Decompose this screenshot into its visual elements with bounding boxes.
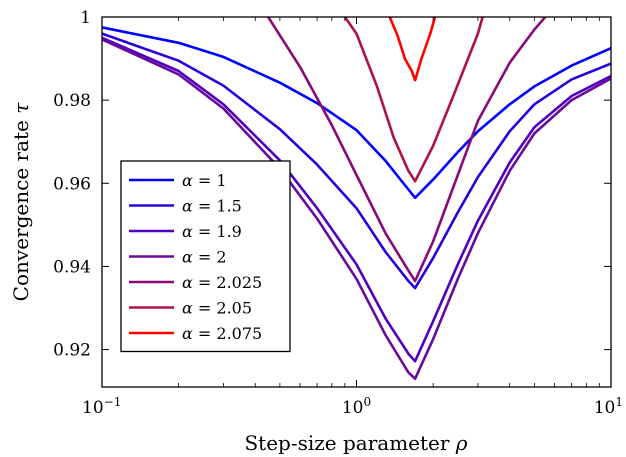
ticks-layer: 10−1 100 101 0.92 0.94 0.96 0.98 1 [53,8,623,418]
legend-entry-label: α = 2.025 [182,273,262,292]
series-line-3 [102,36,611,363]
series-line-6 [343,17,484,183]
x-axis-label: Step-size parameter ρ [244,431,467,455]
y-tick-label: 0.96 [53,174,91,194]
series-line-4 [102,38,611,381]
series-line-7 [388,17,437,82]
y-tick-label: 1 [80,8,91,28]
series-line-2 [102,32,611,290]
legend-entry-label: α = 1.9 [182,222,242,241]
legend-entry-label: α = 1 [182,171,227,190]
y-tick-label: 0.94 [53,257,91,277]
x-tick-label: 101 [594,395,623,418]
x-tick-label: 10−1 [82,395,121,418]
legend-entry-label: α = 1.5 [182,197,242,216]
y-tick-label: 0.92 [53,341,91,361]
x-tick-label: 100 [342,395,371,418]
series-layer [102,17,611,381]
series-line-1 [102,26,611,200]
legend-entry-label: α = 2.075 [182,324,262,343]
y-axis-label: Convergence rate τ [9,102,33,302]
series-line-5 [265,17,548,283]
legend-entry-label: α = 2 [182,248,227,267]
legend: α = 1 α = 1.5 α = 1.9 α = 2 α = 2.025 α = 2.0… [120,160,291,353]
y-tick-label: 0.98 [53,91,91,111]
legend-entry-label: α = 2.05 [182,299,252,318]
